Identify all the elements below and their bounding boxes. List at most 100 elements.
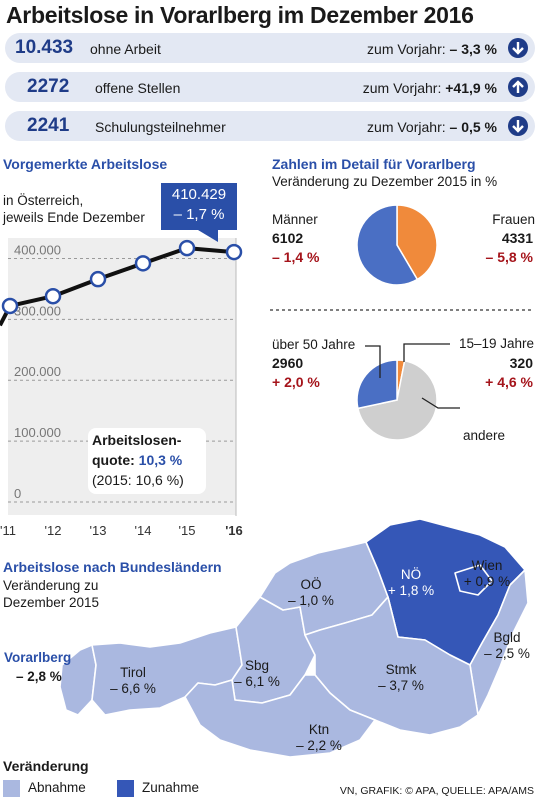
callout-pointer bbox=[198, 230, 218, 242]
pie-slice-ueber-50 bbox=[356, 359, 398, 410]
x-tick-label: '12 bbox=[45, 523, 62, 538]
detail-subtitle: Veränderung zu Dezember 2015 in % bbox=[272, 174, 498, 189]
callout-value: 410.429 bbox=[171, 186, 227, 203]
map-region-bgld bbox=[469, 569, 529, 716]
line-chart-subtitle: in Österreich, jeweils Ende Dezember bbox=[3, 192, 145, 226]
stat-row-trainees: 2241 Schulungsteilnehmer zum Vorjahr: – … bbox=[5, 111, 535, 141]
y-tick-label: 100.000 bbox=[14, 425, 61, 440]
stat-value: 2241 bbox=[27, 115, 70, 136]
stat-prev-value: – 3,3 % bbox=[449, 41, 497, 57]
map-subtitle-2: Dezember 2015 bbox=[3, 595, 100, 610]
x-tick-label: '14 bbox=[135, 523, 152, 538]
stat-label: Schulungsteilnehmer bbox=[95, 119, 226, 135]
age-young-value: 320 bbox=[509, 355, 533, 371]
legend-swatch-decrease bbox=[3, 780, 20, 797]
stat-value: 10.433 bbox=[15, 37, 74, 58]
age-pie-leaders bbox=[365, 343, 460, 409]
map-label-vorarlberg: Vorarlberg – 2,8 % bbox=[4, 650, 71, 685]
legend-label-decrease: Abnahme bbox=[28, 780, 86, 795]
map-label-wien: Wien + 0,9 % bbox=[452, 558, 522, 590]
stat-label: offene Stellen bbox=[95, 80, 181, 96]
data-point bbox=[178, 239, 196, 257]
arrow-down-icon bbox=[508, 38, 528, 58]
austria-map bbox=[59, 518, 529, 758]
male-change: – 1,4 % bbox=[272, 249, 320, 265]
map-subtitle: Veränderung zu Dezember 2015 bbox=[3, 577, 99, 611]
map-label-noe: NÖ + 1,8 % bbox=[376, 567, 446, 599]
legend-title: Veränderung bbox=[3, 758, 89, 774]
arrow-down-icon bbox=[508, 116, 528, 136]
callout-change: – 1,7 % bbox=[173, 206, 225, 223]
stat-prev-label: zum Vorjahr: bbox=[367, 119, 446, 135]
state-name: NÖ bbox=[400, 567, 422, 582]
x-tick-label: '13 bbox=[90, 523, 107, 538]
legend-swatch-increase bbox=[117, 780, 134, 797]
age-old-label: über 50 Jahre bbox=[272, 337, 356, 352]
x-tick-label: '11 bbox=[0, 523, 16, 538]
map-region-wien bbox=[454, 564, 493, 596]
stat-prev: zum Vorjahr: – 0,5 % bbox=[367, 119, 497, 135]
state-name: Bgld bbox=[493, 630, 521, 645]
y-tick-label: 0 bbox=[14, 486, 21, 501]
gender-pie bbox=[356, 204, 438, 286]
female-label: Frauen bbox=[492, 212, 535, 227]
line-chart-callout: 410.429 – 1,7 % bbox=[161, 183, 237, 230]
map-label-ooe: OÖ – 1,0 % bbox=[276, 577, 346, 609]
y-tick-label: 300.000 bbox=[14, 303, 61, 318]
legend-label-increase: Zunahme bbox=[142, 780, 200, 795]
state-name: Vorarlberg bbox=[4, 650, 72, 665]
quote-label-1: Arbeitslosen- bbox=[92, 432, 182, 448]
quote-label-2: quote: bbox=[92, 452, 135, 468]
map-region-ktn bbox=[184, 674, 376, 758]
state-name: Tirol bbox=[120, 665, 146, 680]
y-tick-label: 400.000 bbox=[14, 242, 61, 257]
data-point bbox=[134, 255, 152, 272]
line-chart-subtitle-1: in Österreich, bbox=[3, 193, 84, 208]
quote-value: 10,3 % bbox=[138, 452, 183, 468]
stat-prev-label: zum Vorjahr: bbox=[362, 80, 442, 96]
arrow-up-icon bbox=[508, 77, 528, 97]
state-name: Ktn bbox=[308, 722, 330, 737]
stat-label: ohne Arbeit bbox=[90, 41, 161, 57]
state-change: – 2,8 % bbox=[16, 669, 62, 684]
age-young-change: + 4,6 % bbox=[485, 374, 533, 390]
pie-slice-maenner bbox=[356, 204, 419, 286]
quote-box: Arbeitslosen- quote: 10,3 % (2015: 10,6 … bbox=[88, 428, 206, 494]
map-subtitle-1: Veränderung zu bbox=[3, 578, 99, 593]
map-label-sbg: Sbg – 6,1 % bbox=[222, 658, 292, 690]
stat-prev: zum Vorjahr: – 3,3 % bbox=[367, 41, 497, 57]
state-change: – 6,1 % bbox=[234, 674, 280, 689]
state-name: Sbg bbox=[244, 658, 270, 673]
stat-prev: zum Vorjahr: +41,9 % bbox=[363, 80, 497, 96]
state-change: – 1,0 % bbox=[288, 593, 334, 608]
map-label-stmk: Stmk – 3,7 % bbox=[366, 662, 436, 694]
state-change: + 1,8 % bbox=[387, 583, 435, 598]
data-point bbox=[89, 270, 107, 288]
age-old-change: + 2,0 % bbox=[272, 374, 320, 390]
state-name: OÖ bbox=[300, 577, 322, 592]
detail-title: Zahlen im Detail für Vorarlberg bbox=[272, 156, 476, 172]
state-change: – 3,7 % bbox=[378, 678, 424, 693]
credit: VN, GRAFIK: © APA, QUELLE: APA/AMS bbox=[339, 785, 534, 797]
page-title: Arbeitslose in Vorarlberg im Dezember 20… bbox=[6, 2, 474, 28]
age-old-value: 2960 bbox=[272, 355, 304, 371]
stat-prev-value: – 0,5 % bbox=[449, 119, 497, 135]
data-point bbox=[225, 243, 243, 261]
state-change: + 0,9 % bbox=[463, 574, 511, 589]
data-point bbox=[44, 287, 62, 305]
age-young-label: 15–19 Jahre bbox=[458, 336, 534, 351]
female-change: – 5,8 % bbox=[485, 249, 533, 265]
y-tick-label: 200.000 bbox=[14, 364, 61, 379]
male-label: Männer bbox=[272, 212, 318, 227]
map-label-bgld: Bgld – 2,5 % bbox=[472, 630, 542, 662]
map-title: Arbeitslose nach Bundesländern bbox=[3, 559, 222, 575]
quote-line: quote: 10,3 % bbox=[92, 450, 202, 470]
line-chart: 0 100.000 200.000 300.000 400.000 '11 '12 '13 '1… bbox=[0, 238, 243, 538]
female-value: 4331 bbox=[501, 230, 533, 246]
stat-prev-label: zum Vorjahr: bbox=[367, 41, 446, 57]
stat-row-open-jobs: 2272 offene Stellen zum Vorjahr: +41,9 % bbox=[5, 72, 535, 102]
map-label-ktn: Ktn – 2,2 % bbox=[284, 722, 354, 754]
state-change: – 2,2 % bbox=[296, 738, 342, 753]
x-tick-label: '16 bbox=[225, 523, 243, 538]
male-value: 6102 bbox=[272, 230, 304, 246]
